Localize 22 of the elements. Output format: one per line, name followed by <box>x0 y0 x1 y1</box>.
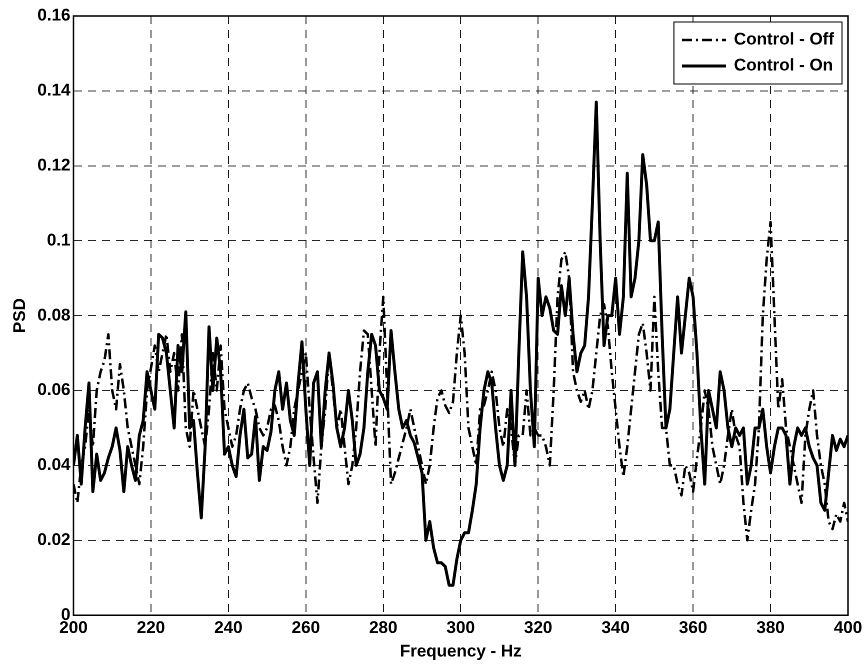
y-tick-label: 0.1 <box>46 230 70 250</box>
y-tick-label: 0.08 <box>37 305 70 324</box>
y-tick-label: 0.14 <box>37 80 72 100</box>
x-tick-label: 360 <box>678 618 708 638</box>
x-tick-label: 380 <box>756 618 785 638</box>
x-tick-label: 300 <box>446 618 475 638</box>
legend-label: Control - Off <box>734 30 834 49</box>
x-tick-label: 320 <box>524 618 552 638</box>
y-tick-label: 0.04 <box>37 455 72 474</box>
y-tick-label: 0.06 <box>37 380 70 400</box>
x-tick-label: 400 <box>834 618 862 638</box>
legend-label: Control - On <box>734 56 834 75</box>
x-tick-label: 340 <box>601 618 630 638</box>
y-tick-label: 0.02 <box>37 530 70 549</box>
x-tick-label: 260 <box>292 618 320 638</box>
x-tick-label: 220 <box>136 618 166 638</box>
y-tick-label: 0.12 <box>37 155 70 174</box>
x-axis-title: Frequency - Hz <box>400 641 522 660</box>
y-axis-title: PSD <box>10 298 29 334</box>
y-tick-label: 0.16 <box>37 6 70 25</box>
x-tick-label: 280 <box>369 618 398 638</box>
x-tick-label: 240 <box>214 618 243 638</box>
